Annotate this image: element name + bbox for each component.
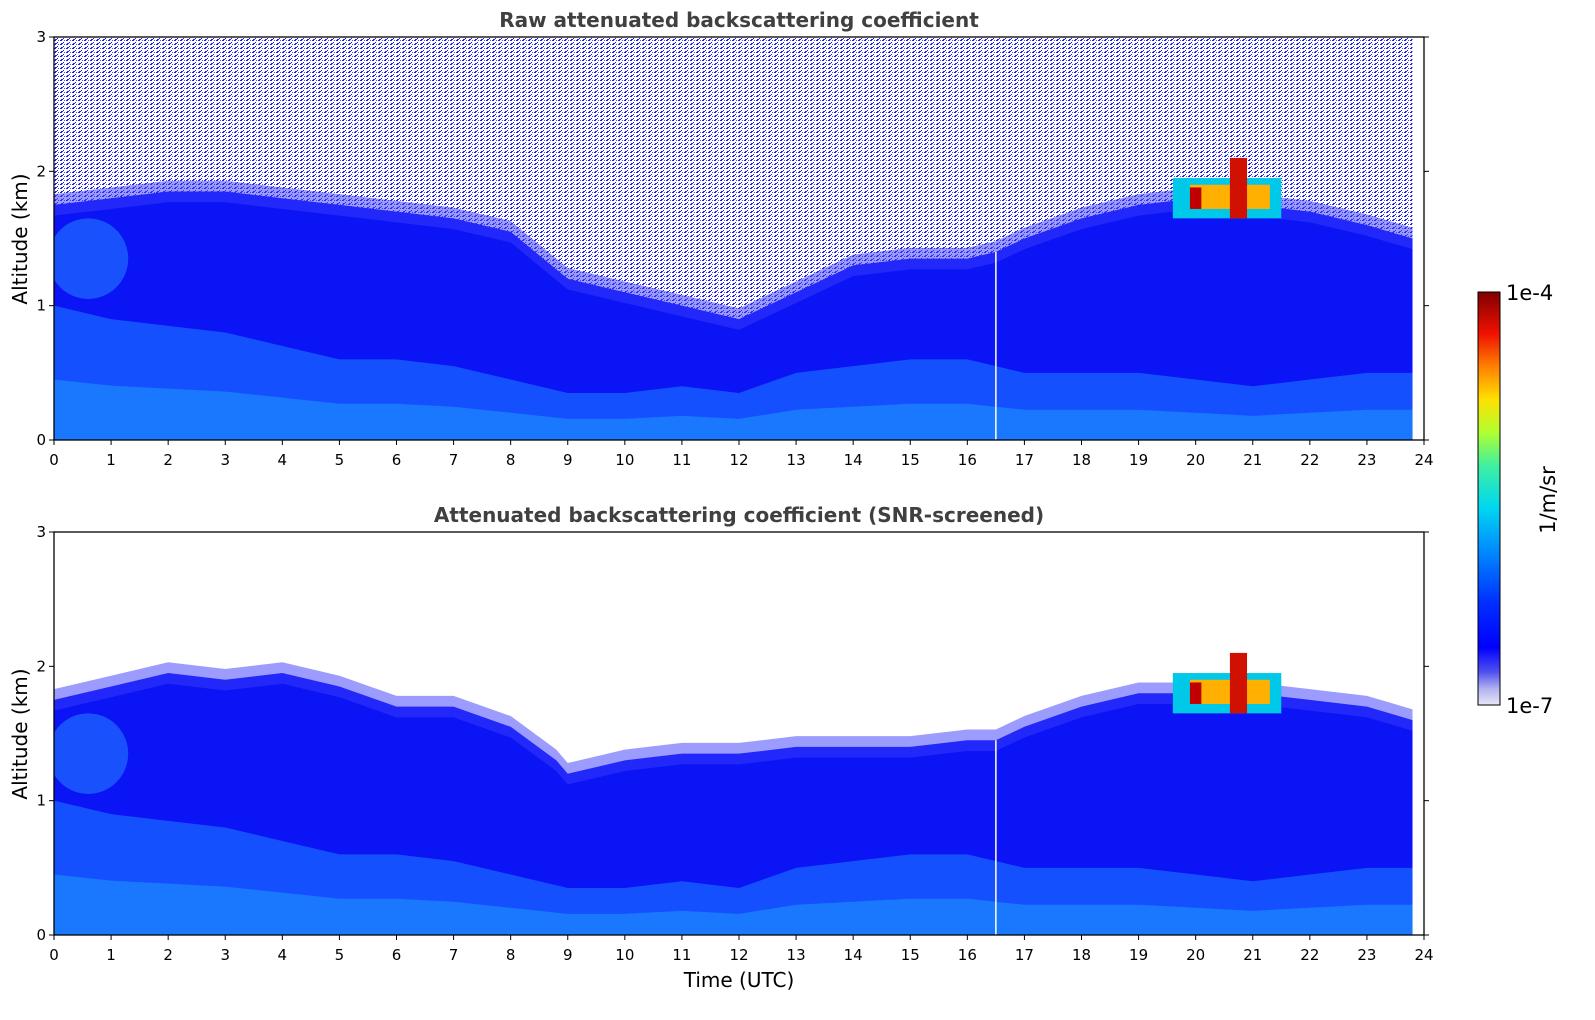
- x-tick-label: 2: [163, 451, 173, 469]
- x-tick-label: 5: [335, 451, 345, 469]
- x-tick-label: 10: [615, 946, 634, 964]
- x-tick-label: 10: [615, 451, 634, 469]
- y-tick-label: 1: [36, 792, 46, 810]
- bottom-panel-x-ticks: 0 1 2 3 4 5 6 7 8 9 10 11 12 13 14 15 16 17 18 19 20 21 22 23 24: [49, 935, 1434, 964]
- cloud-core: [1229, 157, 1248, 219]
- top-panel-x-ticks: 0 1 2 3 4 5 6 7 8 9 10 11 12 13 14 15 16 17 18 19 20 21 22 23 24: [49, 440, 1434, 469]
- layer-edge: [54, 180, 1413, 330]
- surface-layer: [54, 874, 1413, 935]
- x-tick-label: 1: [106, 946, 116, 964]
- x-tick-label: 13: [787, 946, 806, 964]
- cloud-core-2: [1189, 187, 1202, 209]
- x-tick-label: 22: [1300, 451, 1319, 469]
- x-tick-label: 4: [278, 946, 288, 964]
- x-tick-label: 17: [1015, 451, 1034, 469]
- cloud-core: [1229, 652, 1248, 714]
- x-tick-label: 14: [844, 451, 863, 469]
- bottom-panel-xlabel: Time (UTC): [683, 968, 795, 992]
- x-tick-label: 5: [335, 946, 345, 964]
- x-tick-label: 1: [106, 451, 116, 469]
- bottom-panel-heatmap: [54, 652, 1413, 935]
- top-panel-y-ticks: 0 1 2 3: [36, 28, 1429, 449]
- layer-edge: [54, 662, 1413, 785]
- y-tick-label: 3: [36, 28, 46, 46]
- bottom-panel: Attenuated backscattering coefficient (S…: [8, 503, 1434, 992]
- x-tick-label: 20: [1186, 946, 1205, 964]
- y-tick-label: 1: [36, 297, 46, 315]
- y-tick-label: 0: [36, 926, 46, 944]
- y-tick-label: 3: [36, 523, 46, 541]
- colorbar-min-label: 1e-7: [1506, 694, 1553, 718]
- x-tick-label: 13: [787, 451, 806, 469]
- x-tick-label: 3: [220, 946, 230, 964]
- x-tick-label: 15: [901, 451, 920, 469]
- x-tick-label: 15: [901, 946, 920, 964]
- x-tick-label: 21: [1243, 946, 1262, 964]
- y-tick-label: 0: [36, 431, 46, 449]
- top-panel-heatmap: [54, 37, 1413, 440]
- x-tick-label: 0: [49, 946, 59, 964]
- x-tick-label: 12: [729, 946, 748, 964]
- x-tick-label: 9: [563, 451, 573, 469]
- colorbar-unit-label: 1/m/sr: [1536, 466, 1560, 534]
- x-tick-label: 7: [449, 946, 459, 964]
- x-tick-label: 8: [506, 451, 516, 469]
- x-tick-label: 9: [563, 946, 573, 964]
- x-tick-label: 16: [958, 451, 977, 469]
- early-patch: [54, 713, 129, 794]
- cloud-core-2: [1189, 682, 1202, 704]
- x-tick-label: 19: [1129, 946, 1148, 964]
- top-panel: Raw attenuated backscattering coefficien…: [8, 8, 1434, 469]
- x-tick-label: 11: [672, 451, 691, 469]
- x-tick-label: 22: [1300, 946, 1319, 964]
- top-panel-title: Raw attenuated backscattering coefficien…: [499, 8, 979, 32]
- x-tick-label: 24: [1414, 451, 1433, 469]
- x-tick-label: 12: [729, 451, 748, 469]
- x-tick-label: 14: [844, 946, 863, 964]
- x-tick-label: 16: [958, 946, 977, 964]
- x-tick-label: 4: [278, 451, 288, 469]
- x-tick-label: 18: [1072, 946, 1091, 964]
- x-tick-label: 11: [672, 946, 691, 964]
- y-tick-label: 2: [36, 657, 46, 675]
- x-tick-label: 24: [1414, 946, 1433, 964]
- early-patch: [54, 218, 129, 299]
- bottom-panel-ylabel: Altitude (km): [8, 668, 32, 799]
- x-tick-label: 23: [1357, 946, 1376, 964]
- x-tick-label: 8: [506, 946, 516, 964]
- colorbar: 1e-4 1e-7 1/m/sr: [1477, 281, 1560, 718]
- x-tick-label: 2: [163, 946, 173, 964]
- x-tick-label: 21: [1243, 451, 1262, 469]
- x-tick-label: 23: [1357, 451, 1376, 469]
- x-tick-label: 17: [1015, 946, 1034, 964]
- x-tick-label: 20: [1186, 451, 1205, 469]
- x-tick-label: 0: [49, 451, 59, 469]
- x-tick-label: 6: [392, 946, 402, 964]
- x-tick-label: 7: [449, 451, 459, 469]
- surface-layer: [54, 379, 1413, 440]
- top-panel-ylabel: Altitude (km): [8, 173, 32, 304]
- x-tick-label: 18: [1072, 451, 1091, 469]
- x-tick-label: 6: [392, 451, 402, 469]
- y-tick-label: 2: [36, 162, 46, 180]
- x-tick-label: 19: [1129, 451, 1148, 469]
- x-tick-label: 3: [220, 451, 230, 469]
- colorbar-max-label: 1e-4: [1506, 281, 1553, 305]
- colorbar-gradient: [1477, 291, 1501, 706]
- bottom-panel-y-ticks: 0 1 2 3: [36, 523, 1429, 944]
- bottom-panel-title: Attenuated backscattering coefficient (S…: [434, 503, 1044, 527]
